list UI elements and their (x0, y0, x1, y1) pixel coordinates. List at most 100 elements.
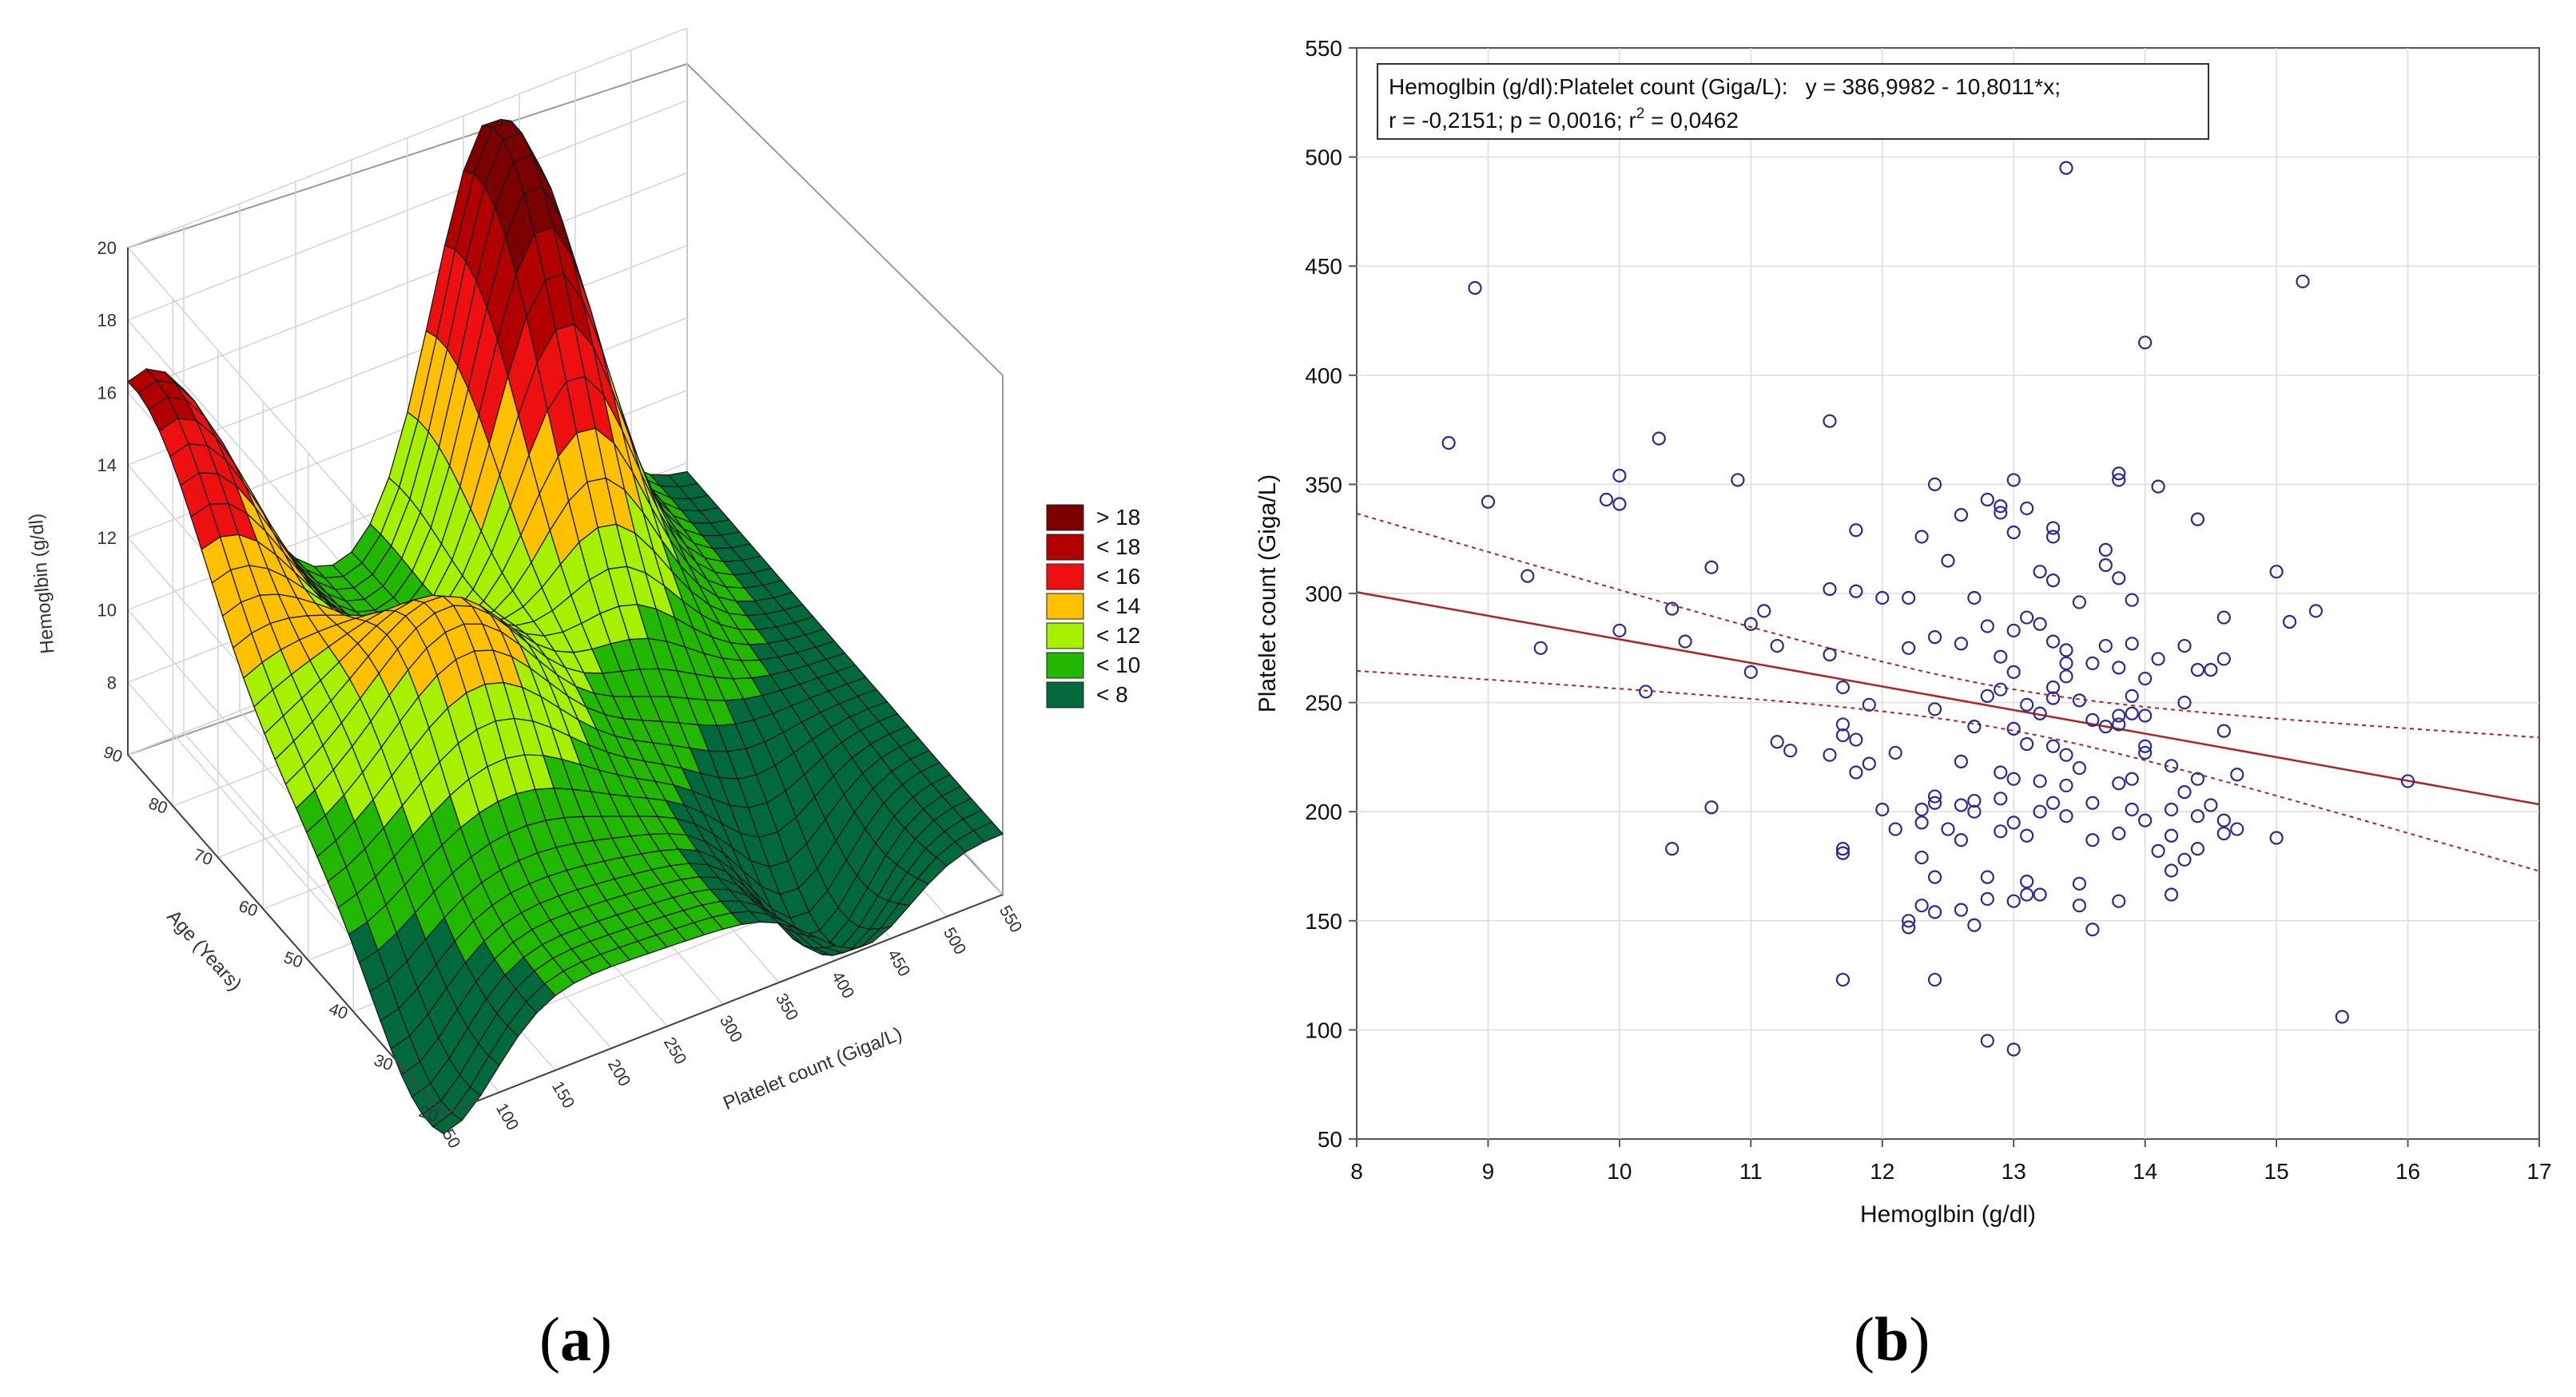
data-point (2006, 665, 2021, 679)
regression-lines (1356, 512, 2540, 872)
data-point (2045, 530, 2061, 544)
data-point (2033, 887, 2047, 902)
data-point (1612, 497, 1627, 511)
data-point (1927, 789, 1942, 804)
y-tick-label: 450 (1305, 254, 1342, 279)
data-point (1994, 649, 2008, 664)
data-point (1954, 798, 1969, 812)
data-point (1927, 477, 1942, 492)
data-point (1994, 682, 2008, 697)
data-point (2112, 571, 2126, 585)
y-tick-label: 500 (1305, 145, 1342, 170)
data-point (2098, 720, 2113, 734)
x-axis-line (443, 894, 1004, 1115)
data-point (2335, 1010, 2349, 1024)
data-point (2138, 671, 2153, 686)
data-point (1731, 473, 1745, 487)
data-point (2085, 923, 2100, 937)
scatter-chart: 8 9 10 11 12 13 14 15 16 17 50 100 150 200 250 300 350 4… (1254, 36, 2552, 1228)
data-point (2125, 637, 2139, 651)
data-point (2151, 479, 2165, 494)
annotation-line-1: Hemoglbin (g/dl):Platelet count (Giga/L)… (1389, 74, 2061, 99)
data-point (1902, 920, 1916, 935)
data-point (2020, 501, 2034, 516)
surface-patch (972, 821, 1004, 843)
data-point (1770, 735, 1784, 749)
y-tick-label: 550 (1305, 36, 1342, 61)
data-point (2045, 739, 2061, 753)
data-point (1849, 765, 1863, 780)
x-tick-label: 11 (1739, 1159, 1763, 1184)
data-point (1914, 816, 1929, 830)
data-point (2204, 798, 2218, 812)
data-point (2138, 335, 2153, 350)
data-point (2125, 706, 2139, 720)
data-point (2164, 887, 2179, 902)
x-axis-label: Hemoglbin (g/dl) (1860, 1201, 2036, 1228)
data-point (2177, 638, 2192, 653)
y-axis-label: Platelet count (Giga/L) (1254, 474, 1281, 713)
data-point (2085, 656, 2100, 671)
data-point (1888, 745, 1902, 760)
data-point (2151, 843, 2165, 858)
data-point (1941, 822, 1955, 836)
data-point (1914, 850, 1929, 865)
x-tick-label: 15 (2264, 1159, 2289, 1184)
y-tick-label: 50 (1318, 1127, 1342, 1152)
data-point (2138, 739, 2153, 753)
x-tick-label: 13 (2002, 1159, 2026, 1184)
legend-swatch (1046, 622, 1084, 649)
x-tick-label: 150 (548, 1078, 578, 1112)
legend-swatch (1046, 652, 1084, 679)
data-point (1980, 492, 1994, 507)
data-point (1835, 972, 1851, 987)
x-tick-label: 300 (716, 1012, 745, 1046)
x-tick-label: 250 (660, 1034, 690, 1068)
data-point (2045, 796, 2061, 810)
data-point (2204, 663, 2218, 677)
data-point (2125, 593, 2139, 607)
panel-label-a: (a) (539, 1304, 612, 1374)
data-point (2033, 617, 2047, 631)
data-point (2400, 774, 2415, 788)
data-point (2125, 802, 2139, 817)
data-point (2033, 804, 2047, 819)
data-point (2230, 822, 2244, 836)
legend-label: < 8 (1096, 682, 1128, 707)
data-point (1441, 435, 1456, 450)
data-point (2296, 274, 2310, 288)
legend-label: < 16 (1096, 564, 1140, 589)
x-tick-label: 350 (772, 990, 801, 1024)
data-point (2190, 772, 2205, 786)
data-point (2045, 691, 2061, 705)
data-points (1441, 161, 2415, 1057)
y-tick-label: 250 (1305, 691, 1342, 716)
data-point (2112, 826, 2126, 841)
data-point (2138, 708, 2153, 723)
data-point (1704, 800, 1719, 815)
data-point (1967, 804, 1982, 819)
legend-label: < 14 (1096, 593, 1140, 618)
data-point (2164, 802, 2179, 817)
data-point (1927, 796, 1942, 810)
data-point (2269, 831, 2284, 845)
data-point (1849, 732, 1863, 747)
data-point (2138, 813, 2153, 827)
data-point (1967, 918, 1982, 932)
data-point (1927, 702, 1942, 716)
data-point (2164, 828, 2179, 843)
data-point (2125, 689, 2139, 704)
data-point (1941, 554, 1955, 568)
legend-swatch (1046, 593, 1084, 620)
data-point (1927, 972, 1942, 987)
data-point (2020, 697, 2034, 712)
data-point (2072, 760, 2087, 776)
data-point (2112, 776, 2126, 791)
surface-mesh (127, 118, 1004, 1135)
data-point (1914, 530, 1929, 544)
data-point (1967, 793, 1982, 808)
data-point (1783, 744, 1798, 758)
data-point (2216, 652, 2231, 666)
data-point (2282, 614, 2297, 629)
